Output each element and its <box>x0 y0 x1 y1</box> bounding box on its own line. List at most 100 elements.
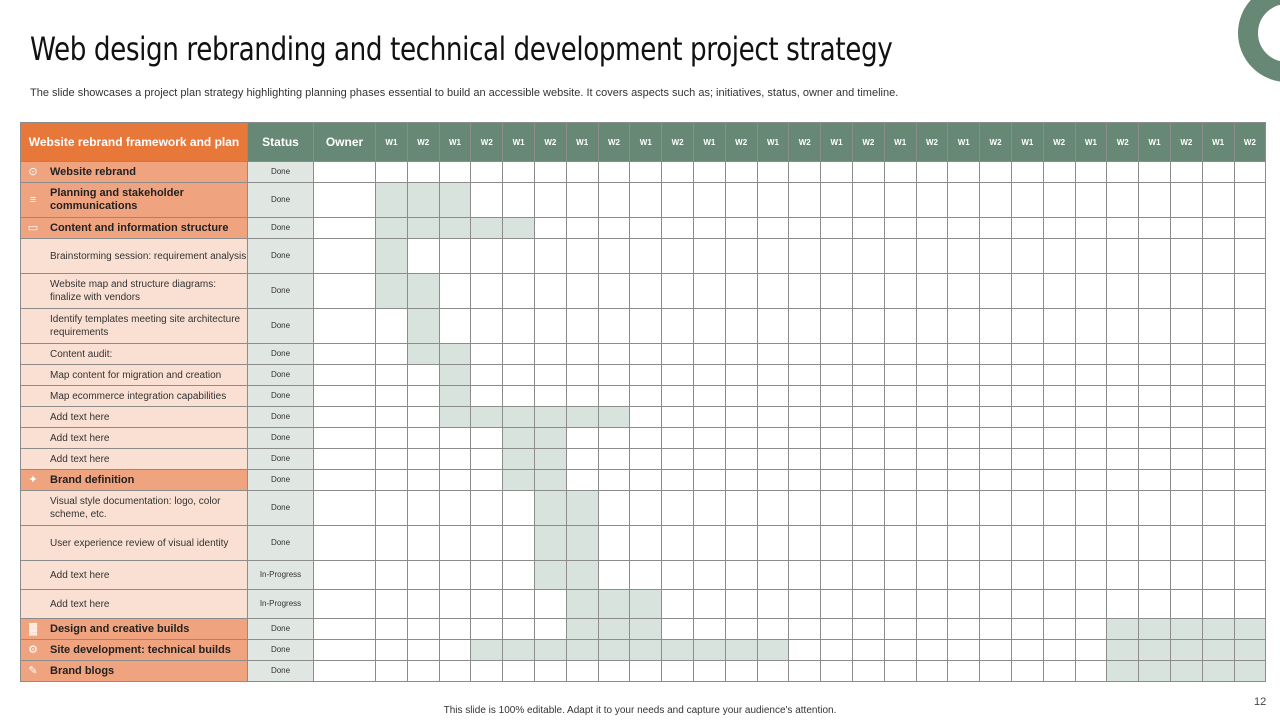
timeline-cell <box>692 406 726 428</box>
timeline-cell <box>1201 161 1235 183</box>
timeline-cell-active <box>1106 618 1140 640</box>
timeline-cell-active <box>1138 618 1171 640</box>
timeline-cell <box>597 448 631 470</box>
timeline-cell <box>724 308 758 344</box>
timeline-cell <box>756 448 790 470</box>
timeline-cell-active <box>565 490 599 526</box>
timeline-cell <box>1042 364 1076 386</box>
timeline-cell-active <box>533 560 567 590</box>
timeline-cell <box>820 385 853 407</box>
status-cell: Done <box>247 182 314 218</box>
timeline-cell <box>1010 525 1044 561</box>
timeline-cell <box>756 406 790 428</box>
timeline-cell <box>851 364 885 386</box>
timeline-cell <box>375 618 408 640</box>
timeline-cell <box>1010 660 1044 682</box>
timeline-cell <box>470 161 504 183</box>
timeline-cell-active <box>406 182 440 218</box>
timeline-cell <box>851 469 885 491</box>
timeline-cell <box>470 660 504 682</box>
timeline-cell <box>1010 385 1044 407</box>
timeline-cell <box>979 385 1012 407</box>
timeline-cell <box>756 525 790 561</box>
timeline-cell <box>724 560 758 590</box>
timeline-cell <box>947 660 981 682</box>
timeline-cell <box>788 182 822 218</box>
timeline-cell-active <box>375 273 408 309</box>
timeline-cell-active <box>502 406 535 428</box>
timeline-cell <box>438 660 472 682</box>
timeline-cell-active <box>470 217 504 239</box>
initiative-cell: Map content for migration and creation <box>20 364 248 386</box>
timeline-cell <box>947 217 981 239</box>
timeline-cell-active <box>375 217 408 239</box>
timeline-cell <box>1233 182 1267 218</box>
timeline-cell <box>1074 490 1108 526</box>
timeline-cell <box>533 589 567 619</box>
timeline-cell <box>629 343 663 365</box>
timeline-cell <box>947 182 981 218</box>
timeline-cell <box>851 343 885 365</box>
timeline-cell-active <box>438 217 472 239</box>
timeline-cell <box>533 385 567 407</box>
timeline-cell <box>1138 525 1171 561</box>
owner-cell <box>313 660 376 682</box>
timeline-cell <box>565 273 599 309</box>
table-row: User experience review of visual identit… <box>20 525 1267 561</box>
initiative-cell: Add text here <box>20 589 248 619</box>
status-cell: In-Progress <box>247 589 314 619</box>
timeline-cell <box>1233 238 1267 274</box>
timeline-cell <box>947 525 981 561</box>
timeline-cell <box>820 660 853 682</box>
timeline-cell <box>851 525 885 561</box>
owner-cell <box>313 308 376 344</box>
timeline-cell <box>1074 660 1108 682</box>
initiative-cell: ▭ Content and information structure <box>20 217 248 239</box>
timeline-cell <box>1233 490 1267 526</box>
timeline-cell-active <box>565 406 599 428</box>
timeline-cell <box>756 238 790 274</box>
header-week-20: W2 <box>979 122 1012 162</box>
timeline-cell <box>979 217 1012 239</box>
timeline-cell <box>1169 238 1203 274</box>
header-initiative: Website rebrand framework and plan <box>20 122 248 162</box>
timeline-cell <box>629 525 663 561</box>
timeline-cell-active <box>1201 660 1235 682</box>
initiative-cell: Website map and structure diagrams: fina… <box>20 273 248 309</box>
timeline-cell <box>1201 448 1235 470</box>
timeline-cell <box>406 448 440 470</box>
owner-cell <box>313 448 376 470</box>
timeline-cell <box>661 308 694 344</box>
initiative-label: Map content for migration and creation <box>50 369 222 381</box>
table-row: Brainstorming session: requirement analy… <box>20 238 1267 274</box>
initiative-cell: Content audit: <box>20 343 248 365</box>
timeline-cell <box>1169 308 1203 344</box>
timeline-cell <box>661 448 694 470</box>
timeline-cell-active <box>1169 618 1203 640</box>
initiative-label: Add text here <box>50 569 110 581</box>
timeline-cell <box>947 618 981 640</box>
timeline-cell <box>851 490 885 526</box>
timeline-cell <box>502 560 535 590</box>
timeline-cell <box>692 618 726 640</box>
timeline-cell <box>1201 589 1235 619</box>
status-cell: Done <box>247 385 314 407</box>
initiative-label: Content and information structure <box>50 221 229 234</box>
timeline-cell <box>820 273 853 309</box>
table-row: ✦ Brand definition Done <box>20 469 1267 491</box>
timeline-cell <box>502 490 535 526</box>
timeline-cell <box>788 560 822 590</box>
slide-subtitle: The slide showcases a project plan strat… <box>30 87 899 99</box>
timeline-cell <box>406 364 440 386</box>
timeline-cell-active <box>1233 639 1267 661</box>
header-week-4: W2 <box>470 122 504 162</box>
timeline-cell-active <box>502 469 535 491</box>
timeline-cell <box>565 161 599 183</box>
timeline-cell <box>820 639 853 661</box>
timeline-cell <box>724 273 758 309</box>
timeline-cell <box>406 525 440 561</box>
timeline-cell <box>979 525 1012 561</box>
timeline-cell <box>1010 217 1044 239</box>
timeline-cell <box>883 560 917 590</box>
timeline-cell <box>375 343 408 365</box>
